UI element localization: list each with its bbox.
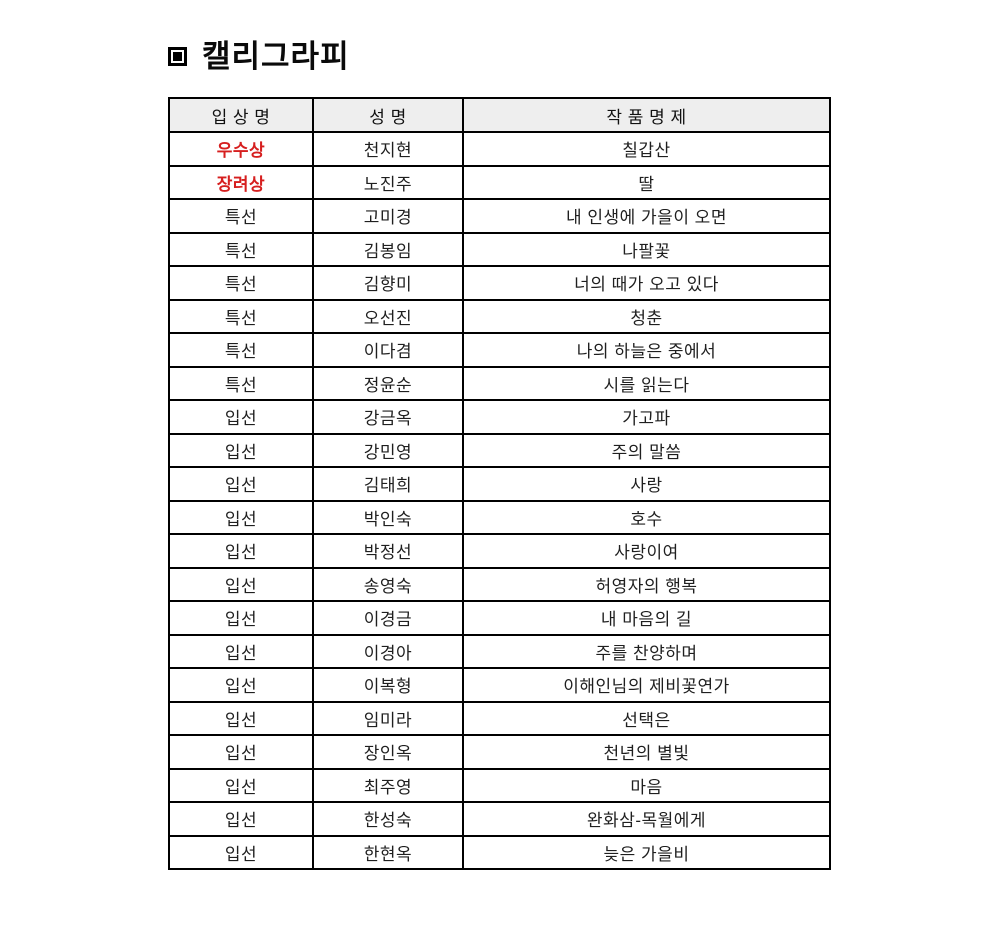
name-cell: 오선진 xyxy=(312,298,464,334)
table-row: 입선 송영숙 허영자의 행복 xyxy=(168,566,831,602)
award-cell: 입선 xyxy=(168,432,314,468)
work-title-cell: 시를 읽는다 xyxy=(462,365,831,401)
award-cell: 입선 xyxy=(168,834,314,870)
table-row: 입선 이복형 이해인님의 제비꽃연가 xyxy=(168,667,831,703)
table-row: 특선 김봉임 나팔꽃 xyxy=(168,231,831,267)
award-cell: 입선 xyxy=(168,466,314,502)
award-cell: 우수상 xyxy=(168,131,314,167)
section-title: 캘리그라피 xyxy=(168,41,350,72)
work-title-cell: 나의 하늘은 중에서 xyxy=(462,332,831,368)
table-row: 장려상 노진주 딸 xyxy=(168,164,831,200)
award-cell: 특선 xyxy=(168,265,314,301)
name-cell: 강민영 xyxy=(312,432,464,468)
work-title-cell: 늦은 가을비 xyxy=(462,834,831,870)
work-title-cell: 가고파 xyxy=(462,399,831,435)
name-cell: 이경아 xyxy=(312,633,464,669)
name-cell: 노진주 xyxy=(312,164,464,200)
name-cell: 최주영 xyxy=(312,767,464,803)
name-cell: 고미경 xyxy=(312,198,464,234)
table-row: 입선 임미라 선택은 xyxy=(168,700,831,736)
name-cell: 한성숙 xyxy=(312,801,464,837)
award-cell: 입선 xyxy=(168,399,314,435)
award-cell: 입선 xyxy=(168,667,314,703)
award-cell: 입선 xyxy=(168,533,314,569)
work-title-cell: 주의 말씀 xyxy=(462,432,831,468)
table-row: 특선 이다겸 나의 하늘은 중에서 xyxy=(168,332,831,368)
work-title-cell: 허영자의 행복 xyxy=(462,566,831,602)
work-title-cell: 칠갑산 xyxy=(462,131,831,167)
table-row: 특선 김향미 너의 때가 오고 있다 xyxy=(168,265,831,301)
award-cell: 특선 xyxy=(168,332,314,368)
award-cell: 입선 xyxy=(168,700,314,736)
square-bullet-icon xyxy=(168,47,187,66)
award-cell: 입선 xyxy=(168,499,314,535)
work-title-cell: 천년의 별빛 xyxy=(462,734,831,770)
award-cell: 입선 xyxy=(168,734,314,770)
work-title-cell: 내 인생에 가을이 오면 xyxy=(462,198,831,234)
name-cell: 김태희 xyxy=(312,466,464,502)
work-title-cell: 호수 xyxy=(462,499,831,535)
work-title-cell: 주를 찬양하며 xyxy=(462,633,831,669)
table-row: 입선 장인옥 천년의 별빛 xyxy=(168,734,831,770)
award-cell: 입선 xyxy=(168,767,314,803)
column-header-award: 입 상 명 xyxy=(168,97,314,133)
table-header-row: 입 상 명 성 명 작 품 명 제 xyxy=(168,97,831,133)
work-title-cell: 이해인님의 제비꽃연가 xyxy=(462,667,831,703)
award-cell: 장려상 xyxy=(168,164,314,200)
award-cell: 입선 xyxy=(168,600,314,636)
work-title-cell: 딸 xyxy=(462,164,831,200)
table-row: 우수상 천지현 칠갑산 xyxy=(168,131,831,167)
award-cell: 입선 xyxy=(168,566,314,602)
table-row: 입선 박인숙 호수 xyxy=(168,499,831,535)
name-cell: 한현옥 xyxy=(312,834,464,870)
name-cell: 송영숙 xyxy=(312,566,464,602)
work-title-cell: 내 마음의 길 xyxy=(462,600,831,636)
section-title-text: 캘리그라피 xyxy=(202,39,350,74)
name-cell: 이다겸 xyxy=(312,332,464,368)
table-row: 입선 한성숙 완화삼-목월에게 xyxy=(168,801,831,837)
table-row: 특선 오선진 청춘 xyxy=(168,298,831,334)
work-title-cell: 완화삼-목월에게 xyxy=(462,801,831,837)
table-body: 우수상 천지현 칠갑산 장려상 노진주 딸 특선 고미경 내 인생에 가을이 오… xyxy=(168,131,831,870)
column-header-title: 작 품 명 제 xyxy=(462,97,831,133)
work-title-cell: 사랑 xyxy=(462,466,831,502)
table-row: 입선 박정선 사랑이여 xyxy=(168,533,831,569)
work-title-cell: 나팔꽃 xyxy=(462,231,831,267)
award-cell: 입선 xyxy=(168,801,314,837)
work-title-cell: 청춘 xyxy=(462,298,831,334)
name-cell: 박인숙 xyxy=(312,499,464,535)
square-bullet-inner xyxy=(173,52,182,61)
awards-table: 입 상 명 성 명 작 품 명 제 우수상 천지현 칠갑산 장려상 노진주 딸 … xyxy=(168,97,831,870)
award-cell: 특선 xyxy=(168,298,314,334)
table-row: 입선 최주영 마음 xyxy=(168,767,831,803)
work-title-cell: 선택은 xyxy=(462,700,831,736)
table-row: 입선 이경금 내 마음의 길 xyxy=(168,600,831,636)
name-cell: 임미라 xyxy=(312,700,464,736)
table-row: 입선 강민영 주의 말씀 xyxy=(168,432,831,468)
name-cell: 이복형 xyxy=(312,667,464,703)
work-title-cell: 너의 때가 오고 있다 xyxy=(462,265,831,301)
name-cell: 박정선 xyxy=(312,533,464,569)
table-row: 특선 고미경 내 인생에 가을이 오면 xyxy=(168,198,831,234)
work-title-cell: 사랑이여 xyxy=(462,533,831,569)
table-row: 입선 이경아 주를 찬양하며 xyxy=(168,633,831,669)
name-cell: 정윤순 xyxy=(312,365,464,401)
table-row: 입선 한현옥 늦은 가을비 xyxy=(168,834,831,870)
work-title-cell: 마음 xyxy=(462,767,831,803)
name-cell: 김봉임 xyxy=(312,231,464,267)
name-cell: 이경금 xyxy=(312,600,464,636)
table-row: 입선 강금옥 가고파 xyxy=(168,399,831,435)
table-row: 특선 정윤순 시를 읽는다 xyxy=(168,365,831,401)
name-cell: 김향미 xyxy=(312,265,464,301)
award-cell: 입선 xyxy=(168,633,314,669)
award-cell: 특선 xyxy=(168,365,314,401)
name-cell: 강금옥 xyxy=(312,399,464,435)
column-header-name: 성 명 xyxy=(312,97,464,133)
award-cell: 특선 xyxy=(168,231,314,267)
name-cell: 천지현 xyxy=(312,131,464,167)
table-row: 입선 김태희 사랑 xyxy=(168,466,831,502)
name-cell: 장인옥 xyxy=(312,734,464,770)
award-cell: 특선 xyxy=(168,198,314,234)
